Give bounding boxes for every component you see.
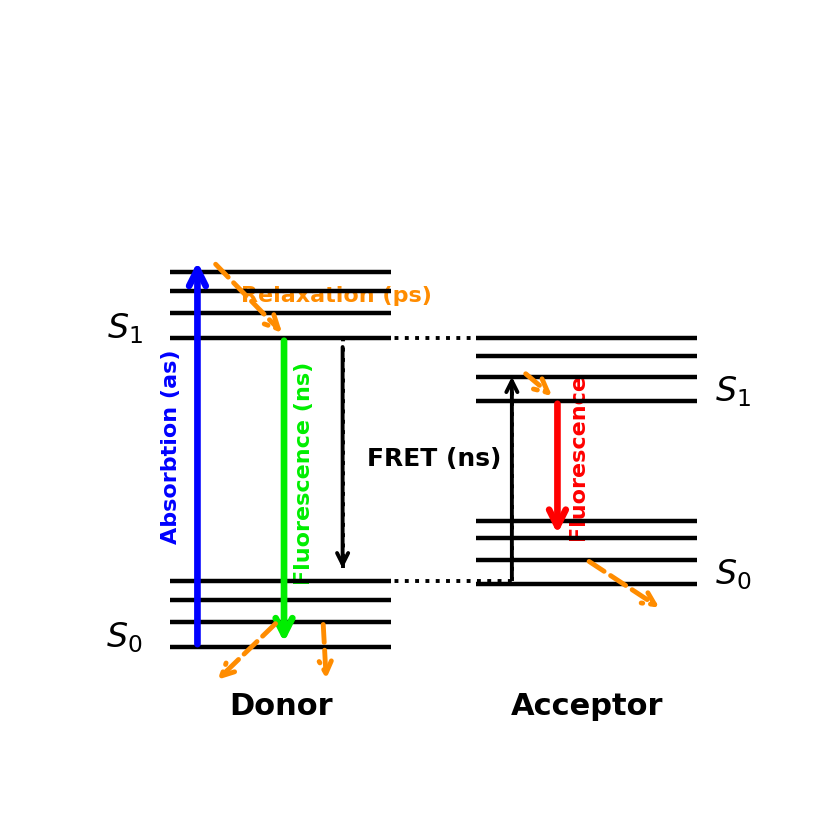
Text: Fluorescence (ns): Fluorescence (ns) [293, 362, 313, 585]
Text: $S_0$: $S_0$ [715, 557, 752, 592]
Text: Fluorescence: Fluorescence [569, 374, 588, 540]
Text: FRET (ns): FRET (ns) [366, 447, 501, 471]
Text: $S_0$: $S_0$ [107, 620, 143, 655]
Text: Acceptor: Acceptor [511, 692, 663, 722]
Text: Absorbtion (as): Absorbtion (as) [161, 350, 181, 544]
Text: Donor: Donor [229, 692, 333, 722]
Text: $S_1$: $S_1$ [715, 374, 751, 409]
Text: $S_1$: $S_1$ [107, 311, 143, 346]
Text: Relaxation (ps): Relaxation (ps) [241, 286, 432, 305]
